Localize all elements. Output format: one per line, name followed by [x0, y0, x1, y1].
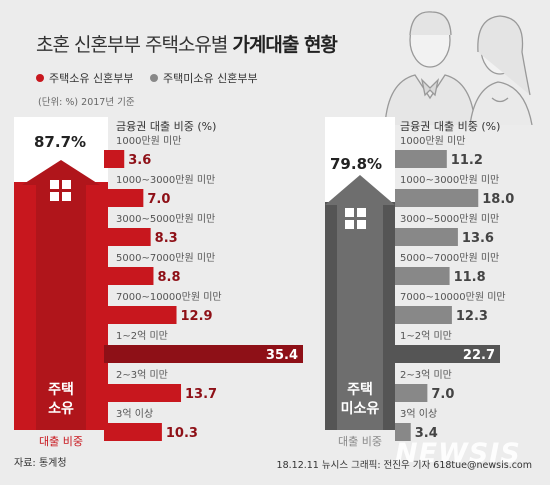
owner-value-label: 3.6 [128, 153, 151, 168]
nonowner-bar [395, 345, 500, 363]
nonowner-caption: 대출 비중 [338, 435, 382, 448]
nonowner-label-line2: 미소유 [340, 401, 380, 417]
nonowner-panel-label: 주택 미소유 [325, 381, 395, 419]
owner-percent: 87.7% [34, 133, 87, 151]
nonowner-up-arrow [325, 175, 395, 430]
nonowner-label-line1: 주택 [347, 382, 373, 398]
source-note: 자료: 통계청 [14, 458, 67, 469]
owner-bar [104, 384, 182, 402]
nonowner-chart-title: 금융권 대출 비중 (%) [400, 120, 501, 133]
owner-bar [104, 150, 125, 168]
owner-caption: 대출 비중 [39, 435, 83, 448]
newsis-watermark: NEWSIS [395, 438, 521, 469]
nonowner-value-label: 7.0 [431, 387, 454, 402]
owner-bar [104, 228, 151, 246]
owner-category-label: 5000~7000만원 미만 [116, 252, 215, 264]
legend-item-owner: 주택소유 신혼부부 [36, 70, 133, 86]
owner-value-label: 12.9 [181, 309, 213, 324]
owner-category-label: 1~2억 미만 [116, 330, 168, 342]
owner-category-label: 3000~5000만원 미만 [116, 213, 215, 225]
owner-bar [104, 345, 303, 363]
nonowner-value-label: 18.0 [482, 192, 514, 207]
legend-item-nonowner: 주택미소유 신혼부부 [150, 70, 258, 86]
nonowner-value-label: 11.8 [454, 270, 486, 285]
nonowner-percent: 79.8% [330, 155, 383, 173]
nonowner-bar [395, 384, 428, 402]
nonowner-bar [395, 423, 411, 441]
nonowner-value-label: 12.3 [456, 309, 488, 324]
owner-value-label: 8.3 [155, 231, 178, 246]
nonowner-bar [395, 267, 450, 285]
owner-bar [104, 189, 144, 207]
legend-label-owner: 주택소유 신혼부부 [49, 72, 134, 85]
nonowner-bar [395, 228, 458, 246]
nonowner-value-label: 13.6 [462, 231, 494, 246]
nonowner-value-label: 11.2 [451, 153, 483, 168]
nonowner-category-label: 3000~5000만원 미만 [400, 213, 499, 225]
house-window-icon [345, 208, 366, 229]
nonowner-bar [395, 189, 479, 207]
owner-label-line2: 소유 [48, 401, 74, 417]
nonowner-category-label: 7000~10000만원 미만 [400, 291, 506, 303]
owner-chart-title: 금융권 대출 비중 (%) [116, 120, 217, 133]
owner-bar [104, 267, 154, 285]
nonowner-category-label: 1000~3000만원 미만 [400, 174, 499, 186]
nonowner-bar [395, 306, 452, 324]
nonowner-value-label: 3.4 [415, 426, 438, 441]
nonowner-category-label: 2~3억 미만 [400, 369, 452, 381]
nonowner-category-label: 1000만원 미만 [400, 135, 465, 147]
nonowner-value-label: 22.7 [463, 348, 495, 363]
owner-bar [104, 306, 177, 324]
nonowner-category-label: 3억 이상 [400, 408, 437, 420]
legend-label-nonowner: 주택미소유 신혼부부 [163, 72, 258, 85]
nonowner-bar [395, 150, 447, 168]
unit-note: (단위: %) 2017년 기준 [38, 97, 135, 108]
couple-illustration [384, 11, 533, 125]
legend-swatch-nonowner [150, 74, 158, 82]
owner-category-label: 2~3억 미만 [116, 369, 168, 381]
owner-category-label: 1000~3000만원 미만 [116, 174, 215, 186]
owner-category-label: 3억 이상 [116, 408, 153, 420]
owner-value-label: 13.7 [185, 387, 217, 402]
owner-value-label: 8.8 [157, 270, 180, 285]
owner-panel-label: 주택 소유 [36, 381, 86, 419]
house-window-icon [50, 180, 71, 201]
owner-value-label: 35.4 [266, 348, 298, 363]
owner-category-label: 7000~10000만원 미만 [116, 291, 222, 303]
owner-category-label: 1000만원 미만 [116, 135, 181, 147]
page-title: 초혼 신혼부부 주택소유별 가계대출 현황 [36, 34, 338, 56]
owner-value-label: 7.0 [147, 192, 170, 207]
nonowner-category-label: 5000~7000만원 미만 [400, 252, 499, 264]
owner-up-arrow [22, 160, 100, 430]
owner-value-label: 10.3 [166, 426, 198, 441]
legend-swatch-owner [36, 74, 44, 82]
nonowner-category-label: 1~2억 미만 [400, 330, 452, 342]
owner-bar [104, 423, 162, 441]
owner-label-line1: 주택 [48, 382, 74, 398]
credit-note: 18.12.11 뉴시스 그래픽: 전진우 기자 618tue@newsis.c… [276, 460, 532, 471]
